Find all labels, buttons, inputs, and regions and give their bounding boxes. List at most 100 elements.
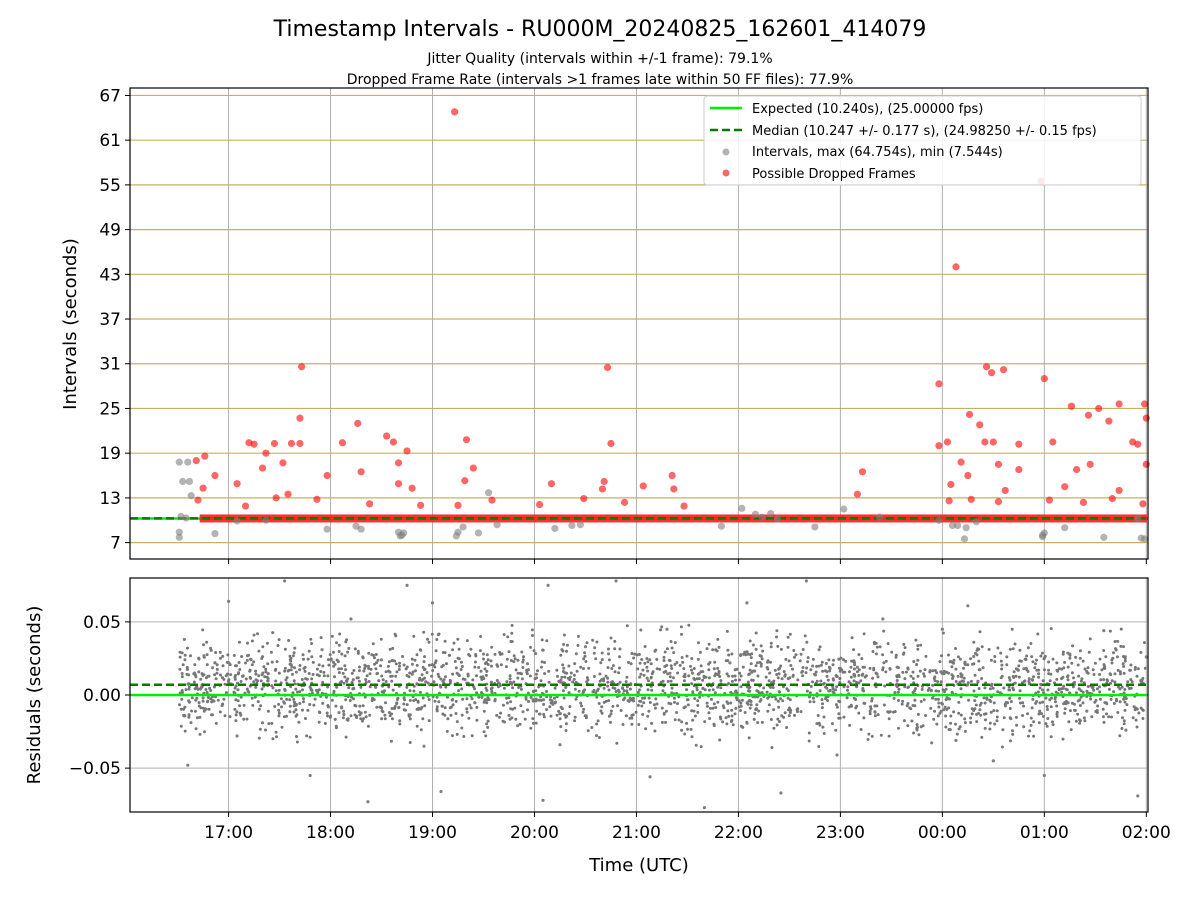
dropped-frame-point bbox=[965, 410, 974, 419]
residual-point bbox=[1049, 705, 1053, 709]
residual-point bbox=[190, 709, 193, 713]
residual-point bbox=[374, 667, 378, 671]
residual-point bbox=[1062, 702, 1066, 706]
residual-point bbox=[306, 657, 310, 661]
residual-point bbox=[776, 644, 780, 648]
residual-point bbox=[1008, 678, 1012, 682]
residual-point bbox=[739, 709, 742, 712]
residual-point bbox=[673, 641, 677, 645]
residual-point bbox=[260, 721, 265, 725]
residual-point bbox=[751, 643, 755, 647]
residual-point bbox=[187, 713, 191, 717]
residual-point bbox=[719, 717, 723, 721]
residual-point bbox=[266, 672, 270, 676]
residual-point bbox=[507, 713, 511, 718]
chart-subtitle-jitter: Jitter Quality (intervals within +/-1 fr… bbox=[426, 51, 772, 67]
intervals-y-tick-label: 31 bbox=[99, 355, 121, 375]
residual-point bbox=[1085, 689, 1089, 693]
residual-point bbox=[838, 700, 842, 704]
residual-point bbox=[303, 665, 307, 669]
residual-point bbox=[361, 719, 364, 723]
residual-point bbox=[521, 666, 525, 669]
intervals-y-label: Intervals (seconds) bbox=[60, 238, 81, 410]
residual-point bbox=[260, 687, 264, 691]
residual-point bbox=[337, 671, 341, 675]
residual-point bbox=[562, 633, 566, 637]
residual-point bbox=[714, 648, 718, 652]
residual-point bbox=[739, 674, 743, 678]
residual-point bbox=[852, 648, 856, 652]
residual-point bbox=[568, 678, 572, 682]
residual-point bbox=[1139, 650, 1143, 654]
residual-point bbox=[1000, 745, 1004, 749]
residual-point bbox=[837, 712, 841, 716]
residual-point bbox=[696, 704, 700, 707]
residual-point bbox=[1082, 716, 1086, 720]
residual-point bbox=[746, 652, 750, 656]
residual-point bbox=[602, 679, 606, 683]
dropped-frame-point bbox=[296, 414, 304, 422]
residual-point bbox=[512, 660, 516, 664]
residual-point bbox=[1055, 704, 1059, 708]
residual-point bbox=[644, 727, 648, 731]
interval-point bbox=[576, 521, 584, 529]
residual-point bbox=[478, 649, 482, 653]
residual-point bbox=[331, 650, 335, 654]
residual-point bbox=[470, 697, 474, 701]
residual-point bbox=[779, 647, 783, 651]
residual-point bbox=[1012, 670, 1016, 674]
residual-point bbox=[234, 684, 238, 688]
residual-point bbox=[672, 696, 676, 700]
residual-point bbox=[468, 703, 472, 707]
residual-point bbox=[332, 664, 336, 668]
residual-point bbox=[811, 664, 815, 668]
residual-point bbox=[456, 637, 460, 641]
residual-point bbox=[1101, 707, 1105, 711]
residual-point bbox=[916, 725, 919, 729]
residual-point bbox=[305, 734, 309, 738]
residual-point bbox=[631, 713, 635, 717]
residual-point bbox=[531, 717, 535, 721]
residual-point bbox=[637, 723, 641, 726]
residual-point bbox=[1061, 737, 1065, 741]
residual-point bbox=[817, 745, 821, 748]
residual-point bbox=[795, 708, 799, 712]
residual-point bbox=[319, 636, 323, 640]
interval-point bbox=[182, 514, 190, 522]
dropped-frame-point bbox=[967, 495, 975, 503]
residual-point bbox=[288, 654, 292, 658]
residual-point bbox=[702, 676, 706, 679]
residual-point bbox=[863, 701, 867, 705]
residual-point bbox=[218, 710, 222, 714]
residual-point bbox=[862, 632, 866, 636]
residual-point bbox=[288, 710, 292, 714]
dropped-frame-point bbox=[262, 449, 270, 457]
residual-point bbox=[214, 677, 218, 681]
residual-point bbox=[432, 663, 436, 667]
dropped-frame-point bbox=[670, 485, 678, 493]
residual-point bbox=[1036, 690, 1040, 694]
residual-point bbox=[636, 667, 640, 671]
residual-point bbox=[687, 623, 691, 627]
residual-point bbox=[1109, 697, 1113, 701]
residual-point bbox=[402, 663, 406, 667]
residual-point bbox=[758, 654, 762, 658]
residual-point bbox=[1008, 647, 1012, 651]
residual-point bbox=[1068, 653, 1072, 657]
residual-point bbox=[905, 704, 909, 708]
residual-point bbox=[741, 665, 745, 669]
residual-point bbox=[638, 661, 642, 665]
residual-point bbox=[248, 668, 252, 672]
residual-point bbox=[245, 658, 249, 662]
residual-point bbox=[283, 687, 287, 691]
residual-point bbox=[432, 680, 436, 684]
residual-point bbox=[687, 674, 691, 678]
residual-point bbox=[661, 689, 665, 693]
residual-point bbox=[607, 699, 611, 703]
residual-point bbox=[816, 714, 820, 717]
residual-point bbox=[349, 617, 353, 621]
residual-point bbox=[1121, 716, 1124, 720]
dropped-frame-point bbox=[270, 439, 279, 448]
residual-point bbox=[673, 718, 677, 722]
residual-point bbox=[276, 644, 280, 647]
